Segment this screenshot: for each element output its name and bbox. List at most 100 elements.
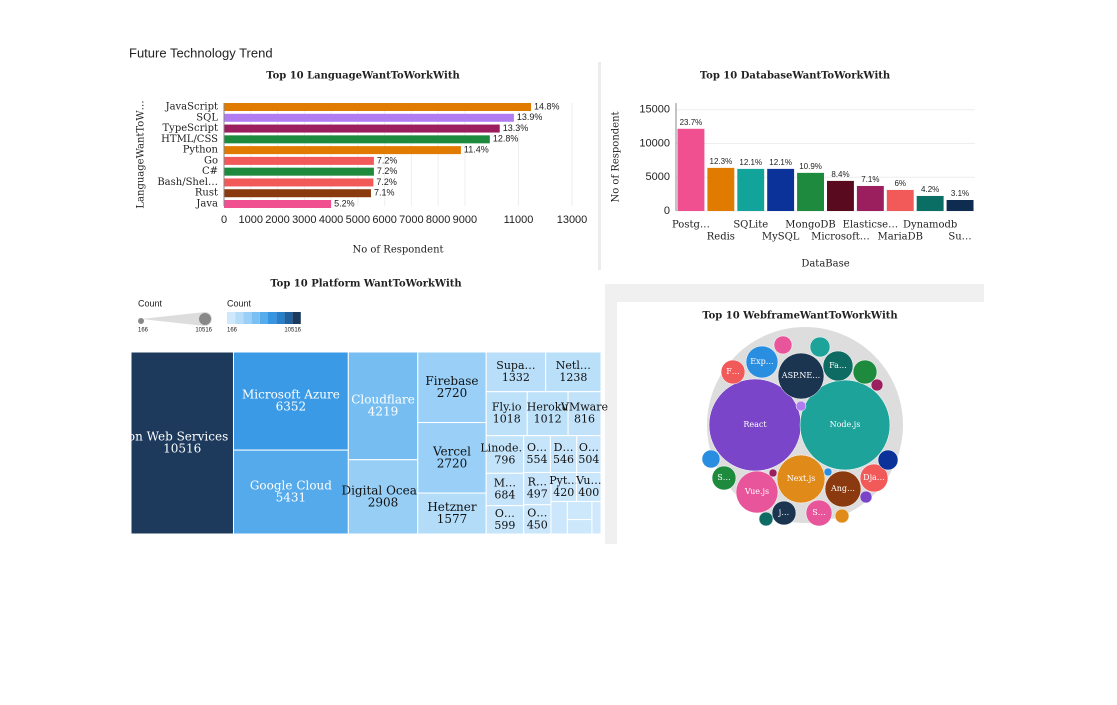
x-tick-label: SQLite	[733, 220, 768, 231]
bar	[767, 168, 795, 211]
bar	[224, 135, 490, 144]
data-label: 7.2%	[377, 155, 398, 165]
cell-label: M…	[494, 476, 516, 489]
legend-label: 166	[227, 328, 238, 334]
data-label: 11.4%	[464, 144, 489, 154]
y-tick-label: HTML/CSS	[161, 134, 218, 145]
cell-value: 554	[527, 453, 548, 466]
bubble	[859, 463, 889, 493]
legend-swatch	[243, 312, 252, 324]
treemap-cell	[130, 351, 234, 535]
treemap-cell	[591, 501, 602, 535]
cell-value: 10516	[163, 442, 201, 456]
bubble	[834, 508, 850, 524]
bubble	[824, 470, 862, 508]
data-label: 12.1%	[739, 158, 762, 167]
treemap-cell	[485, 472, 525, 507]
legend-swatch	[284, 312, 293, 324]
treemap-cell	[566, 519, 593, 535]
bubble	[859, 490, 873, 504]
cell-label: O…	[495, 507, 515, 520]
bar	[856, 185, 884, 211]
bubble-label: Next.js	[787, 474, 816, 483]
cell-value: 1238	[559, 371, 587, 384]
bubble	[701, 449, 721, 469]
cell-value: 497	[527, 488, 548, 501]
y-tick-label: TypeScript	[163, 123, 219, 134]
treemap-cell	[417, 492, 487, 535]
bar	[677, 128, 705, 211]
bar	[946, 199, 974, 211]
treemap-cell	[485, 435, 525, 474]
cell-label: Vercel	[432, 444, 471, 458]
cell-value: 1018	[493, 413, 521, 426]
legend-label: 10516	[195, 328, 212, 334]
legend-swatch	[259, 312, 268, 324]
bubble-label: React	[743, 420, 767, 429]
x-axis-label: DataBase	[801, 259, 849, 270]
data-label: 23.7%	[680, 118, 703, 127]
cell-label: Google Cloud	[250, 479, 332, 493]
legend-swatch	[235, 312, 244, 324]
cell-value: 504	[578, 453, 599, 466]
bar	[224, 200, 332, 208]
cell-label: Firebase	[425, 374, 478, 388]
treemap-cell	[576, 471, 602, 503]
legend-swatch	[276, 312, 285, 324]
cell-label: Hetzner	[427, 500, 477, 514]
x-tick-label: Elasticse…	[843, 220, 898, 231]
y-axis-label: No of Respondent	[611, 111, 622, 202]
bubble-label: F…	[726, 367, 740, 376]
treemap-cell	[549, 435, 578, 473]
bar	[886, 189, 914, 211]
treemap-cell	[550, 501, 568, 535]
y-tick-label: SQL	[196, 112, 218, 123]
cell-label: O…	[579, 441, 599, 454]
cell-value: 400	[578, 486, 599, 499]
x-tick-label: 4000	[319, 214, 343, 226]
y-tick-label: 10000	[639, 137, 670, 149]
bubble	[809, 336, 831, 358]
bubble	[805, 499, 833, 527]
x-tick-label: MariaDB	[877, 232, 923, 243]
data-label: 7.2%	[376, 177, 397, 187]
cell-label: Heroku	[527, 401, 569, 414]
bubble	[776, 454, 826, 504]
bubble	[822, 350, 854, 382]
treemap-cell	[485, 391, 528, 437]
cell-label: Vu…	[575, 474, 601, 487]
x-tick-label: 7000	[399, 214, 423, 226]
x-tick-label: 2000	[265, 214, 289, 226]
x-tick-label: 13000	[557, 214, 588, 226]
bubble	[771, 500, 797, 526]
bar	[224, 103, 532, 111]
cell-value: 796	[494, 453, 515, 466]
cell-label: VMware	[560, 401, 608, 414]
y-tick-label: 5000	[646, 171, 670, 183]
data-label: 6%	[894, 179, 906, 188]
bubble-label: Node.js	[830, 420, 861, 429]
legend-swatch	[292, 312, 301, 324]
cell-value: 1332	[502, 371, 530, 384]
divider	[598, 62, 601, 270]
x-tick-label: 3000	[292, 214, 316, 226]
treemap-cell	[417, 422, 487, 494]
cell-value: 6352	[276, 400, 307, 414]
bar	[224, 156, 374, 165]
bar	[224, 178, 374, 187]
treemap-cell	[567, 391, 602, 437]
y-tick-label: Java	[195, 199, 218, 210]
bubble	[758, 511, 774, 527]
bubble	[870, 378, 884, 392]
treemap-cell	[347, 351, 419, 461]
data-label: 8.4%	[831, 170, 849, 179]
bubble-label: ASP.NE…	[781, 371, 820, 380]
data-label: 7.1%	[861, 175, 879, 184]
legend-swatch	[251, 312, 260, 324]
bar	[224, 124, 500, 133]
cell-value: 2720	[437, 386, 468, 400]
data-label: 7.1%	[374, 188, 395, 198]
x-tick-label: MongoDB	[785, 220, 836, 231]
legend-title: Count	[138, 298, 163, 308]
x-tick-label: 11000	[504, 214, 534, 226]
